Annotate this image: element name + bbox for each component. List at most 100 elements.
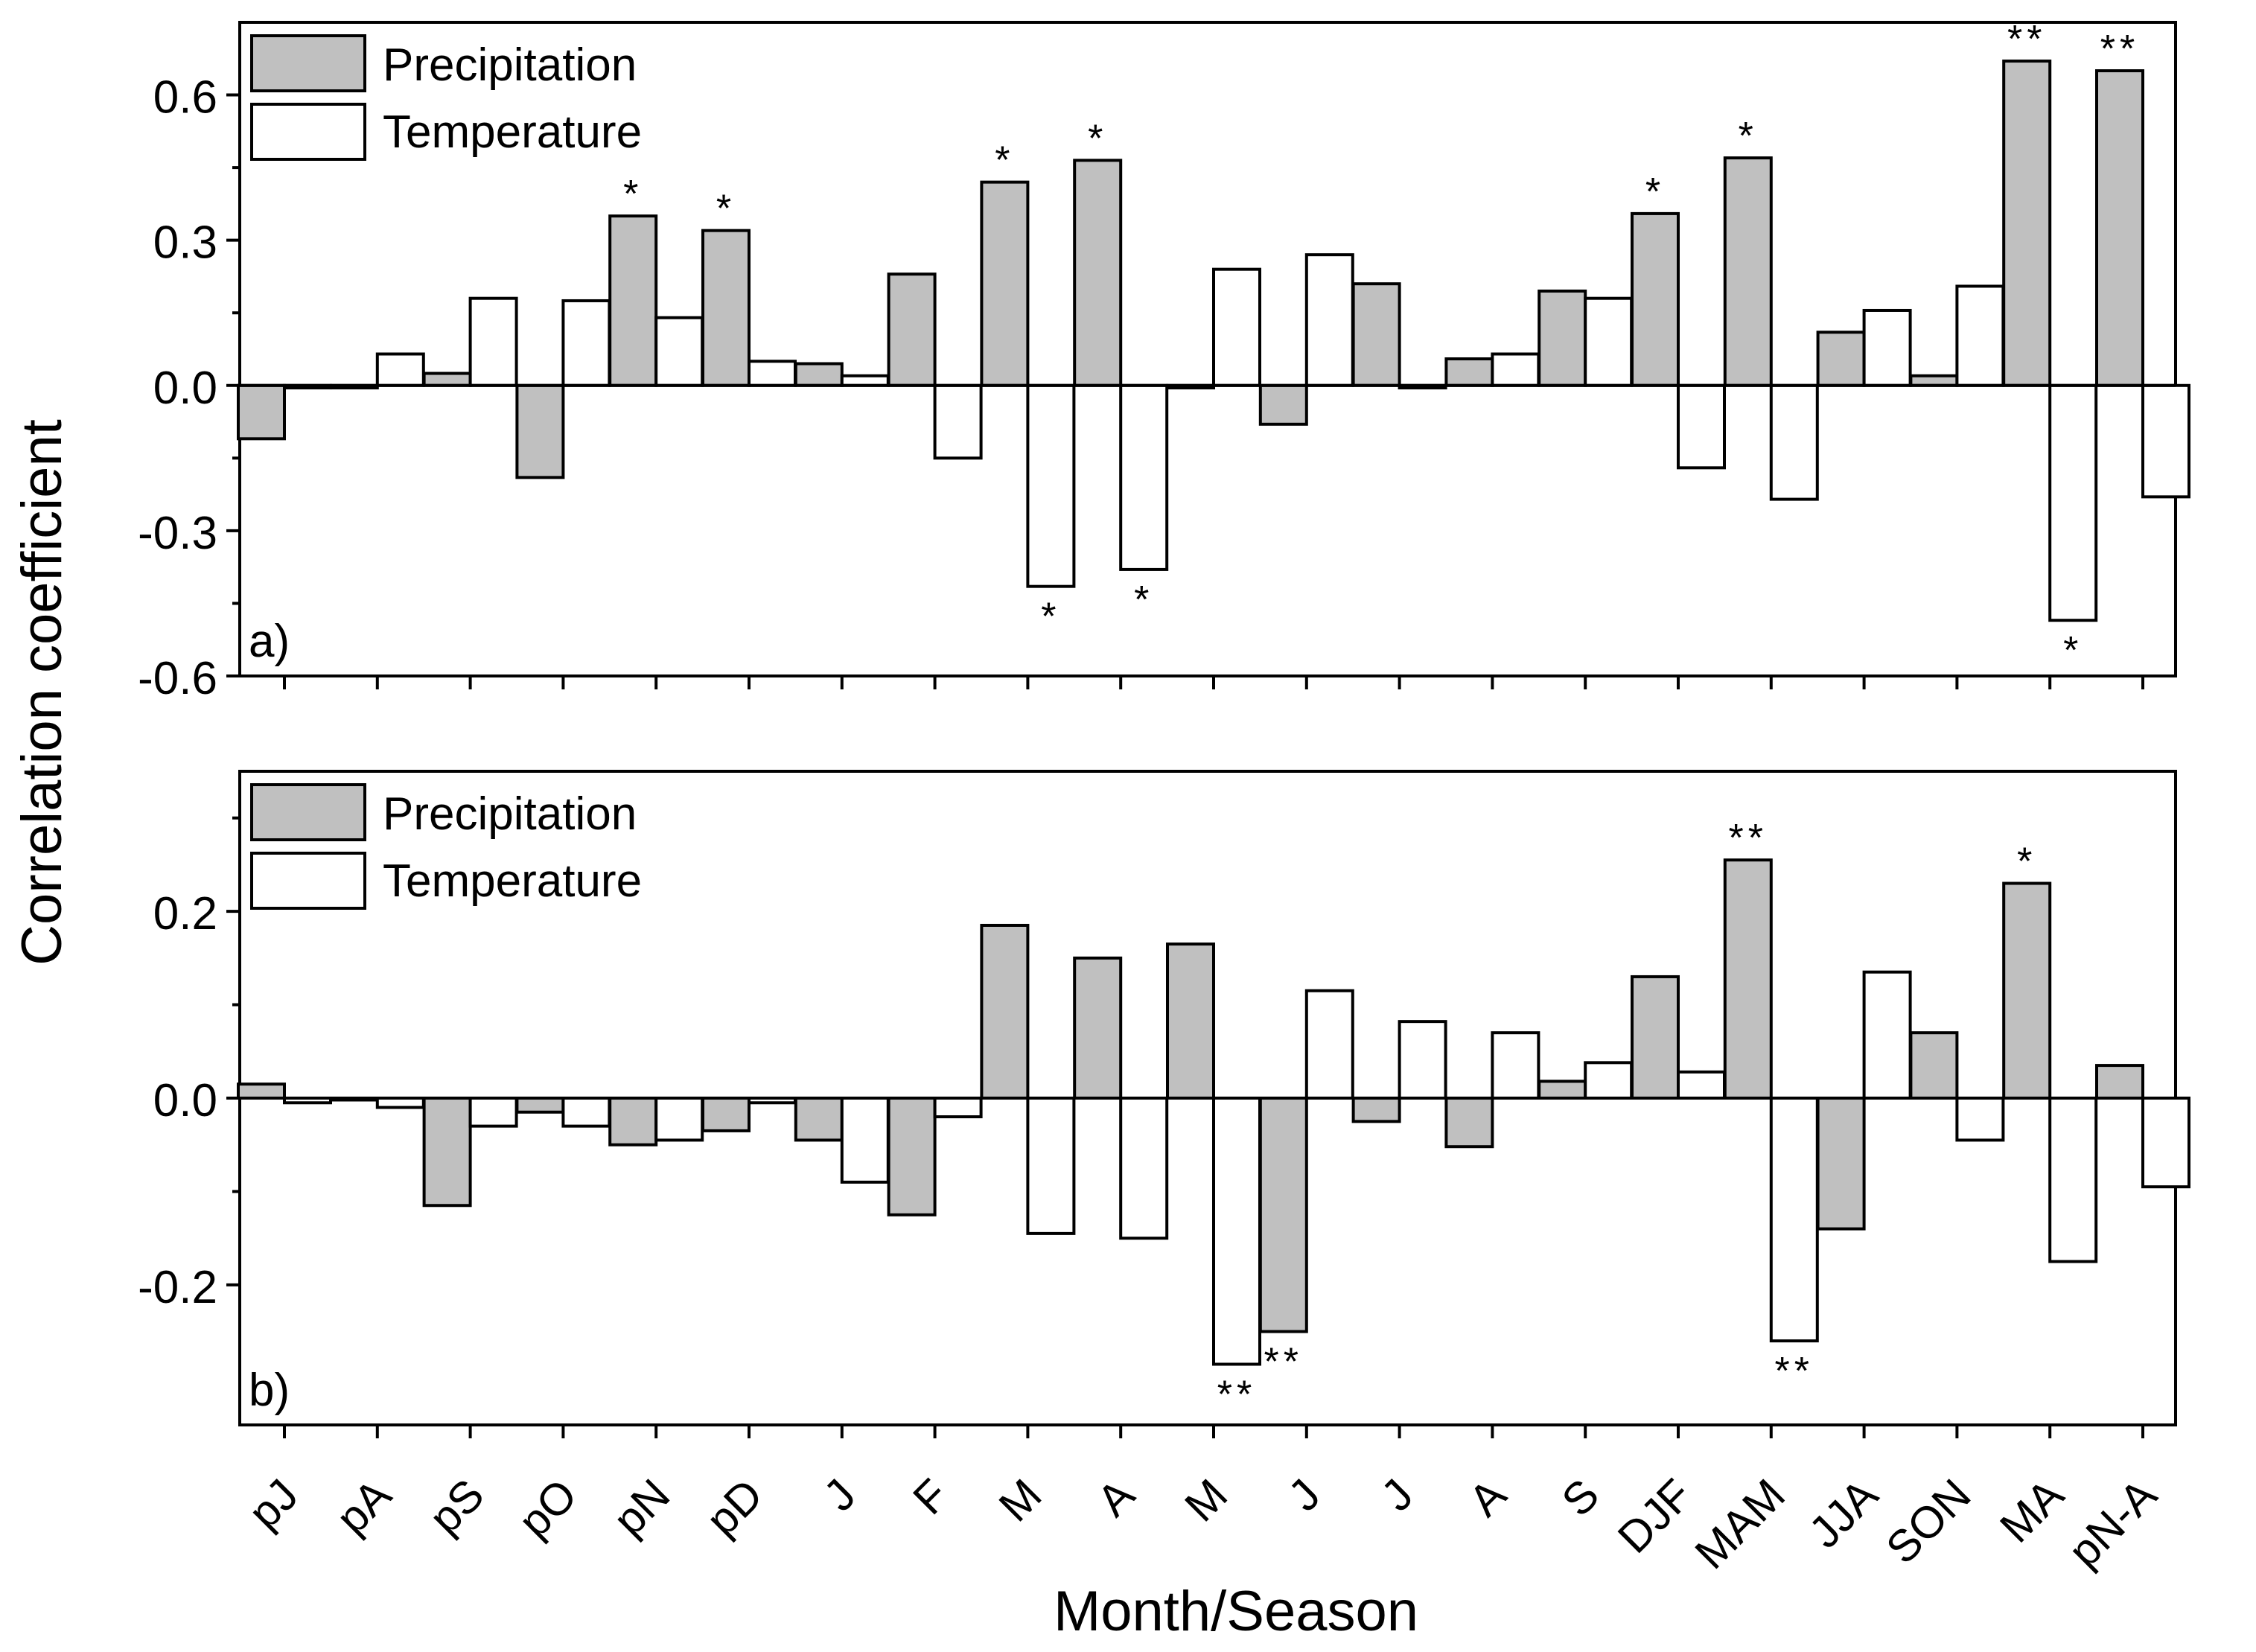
temp-bar-a-pA [375, 352, 425, 387]
temp-bar-a-DJF [1677, 383, 1726, 470]
precip-bar-a-pN [608, 214, 658, 387]
temp-bar-a-JJA [1862, 308, 1912, 387]
precip-bar-a-J [1258, 383, 1308, 426]
panel-a: -0.6-0.30.00.30.6* ************Precipitat… [138, 18, 2190, 704]
significance-marker-a: * [995, 139, 1014, 182]
y-tick-label-a: 0.6 [153, 72, 217, 124]
precip-bar-b-pO [515, 1097, 565, 1114]
significance-marker-a: * [1088, 117, 1107, 160]
legend-swatch-temperature [250, 103, 366, 161]
significance-marker-a: * [623, 173, 643, 216]
y-tick-label-a: -0.6 [138, 653, 217, 704]
x-tick-label: DJF [1608, 1470, 1701, 1563]
legend-label-precipitation: Precipitation [383, 39, 637, 91]
temp-bar-a-A [1119, 383, 1169, 571]
precip-bar-b-pN-A [2095, 1064, 2144, 1100]
temp-bar-b-DJF [1677, 1070, 1726, 1100]
x-tick-label: pN-A [2059, 1470, 2166, 1577]
significance-marker-a: * [716, 188, 736, 231]
precip-bar-a-DJF [1631, 211, 1680, 387]
precip-bar-b-pN [608, 1097, 658, 1146]
precip-bar-b-J [794, 1097, 844, 1142]
x-tick-label: SON [1876, 1470, 1980, 1573]
x-tick-label: pD [697, 1470, 773, 1546]
x-tick-label: pA [327, 1470, 401, 1543]
x-tick-label: pN [604, 1470, 680, 1546]
precip-bar-b-J [1351, 1097, 1401, 1123]
legend-label-precipitation: Precipitation [383, 788, 637, 840]
temp-bar-b-J [1398, 1020, 1447, 1100]
precip-bar-a-J [794, 362, 844, 387]
significance-marker-b: ** [1264, 1341, 1303, 1384]
temp-bar-a-pN [654, 316, 704, 387]
precip-bar-b-A [1073, 956, 1123, 1100]
precip-bar-b-S [1538, 1079, 1587, 1100]
significance-marker-b: ** [1775, 1350, 1814, 1393]
precip-bar-a-pN-A [2095, 69, 2144, 387]
temp-bar-a-pD [748, 360, 797, 387]
temp-bar-b-M [1026, 1097, 1076, 1235]
temp-bar-b-J [840, 1097, 890, 1184]
precip-bar-b-J [1258, 1097, 1308, 1333]
temp-bar-b-A [1119, 1097, 1169, 1240]
temp-bar-a-M [1026, 383, 1076, 588]
temp-bar-b-pO [561, 1097, 611, 1128]
precip-bar-b-F [887, 1097, 937, 1216]
x-tick-label: J [1278, 1470, 1330, 1521]
precip-bar-a-A [1444, 357, 1494, 387]
temp-bar-a-A [1491, 352, 1540, 387]
precip-bar-a-M [980, 180, 1030, 387]
precip-bar-a-S [1538, 289, 1587, 387]
precip-bar-a-MA [2002, 60, 2052, 387]
significance-marker-a: * [1739, 115, 1758, 158]
precip-bar-a-pO [515, 383, 565, 479]
panel-label-a: a) [249, 616, 290, 667]
x-tick-label: A [1459, 1470, 1516, 1526]
precip-bar-a-pD [701, 229, 751, 387]
significance-marker-a: * [2063, 629, 2083, 672]
x-tick-label: pO [509, 1470, 587, 1547]
temp-bar-a-pN-A [2141, 383, 2190, 499]
y-tick-label-b: 0.2 [153, 888, 217, 940]
precip-bar-b-pJ [237, 1082, 286, 1100]
precip-bar-b-pS [422, 1097, 472, 1208]
temp-bar-b-S [1584, 1061, 1634, 1100]
panel-b: -0.20.00.2*********PrecipitationTemperat… [138, 770, 2190, 1438]
y-tick-label-a: 0.3 [153, 217, 217, 269]
temp-bar-b-F [933, 1097, 983, 1119]
y-tick-label-b: 0.0 [153, 1075, 217, 1126]
legend-label-temperature: Temperature [383, 106, 642, 158]
temp-bar-b-MAM [1769, 1097, 1819, 1343]
precip-bar-a-JJA [1816, 331, 1866, 387]
temp-bar-b-M [1212, 1097, 1261, 1366]
precip-bar-a-A [1073, 159, 1123, 387]
x-tick-label: JJA [1800, 1470, 1887, 1557]
precip-bar-b-DJF [1631, 975, 1680, 1100]
x-tick-label: J [1371, 1470, 1423, 1521]
x-tick-label: pS [420, 1470, 494, 1543]
temp-bar-b-J [1304, 989, 1354, 1100]
precip-bar-a-pS [422, 371, 472, 387]
precip-bar-b-JJA [1816, 1097, 1866, 1231]
x-tick-label: M [990, 1470, 1051, 1531]
y-tick-label-a: 0.0 [153, 363, 217, 414]
temp-bar-a-M [1212, 267, 1261, 387]
precip-bar-b-SON [1909, 1031, 1959, 1100]
significance-marker-a: ** [2007, 18, 2046, 61]
temp-bar-b-MA [2048, 1097, 2098, 1263]
temp-bar-a-pS [468, 296, 518, 387]
plot-frame-a [238, 21, 2177, 677]
temp-bar-a-pO [561, 299, 611, 387]
precip-bar-b-M [1166, 943, 1215, 1100]
precip-bar-a-F [887, 272, 937, 387]
precip-bar-b-M [980, 923, 1030, 1100]
precip-bar-a-MAM [1723, 156, 1773, 387]
x-tick-label: pJ [239, 1470, 308, 1538]
temp-bar-a-F [933, 383, 983, 460]
temp-bar-a-J [1304, 253, 1354, 387]
temp-bar-b-JJA [1862, 970, 1912, 1100]
temp-bar-a-S [1584, 296, 1634, 387]
significance-marker-b: ** [1217, 1373, 1256, 1416]
